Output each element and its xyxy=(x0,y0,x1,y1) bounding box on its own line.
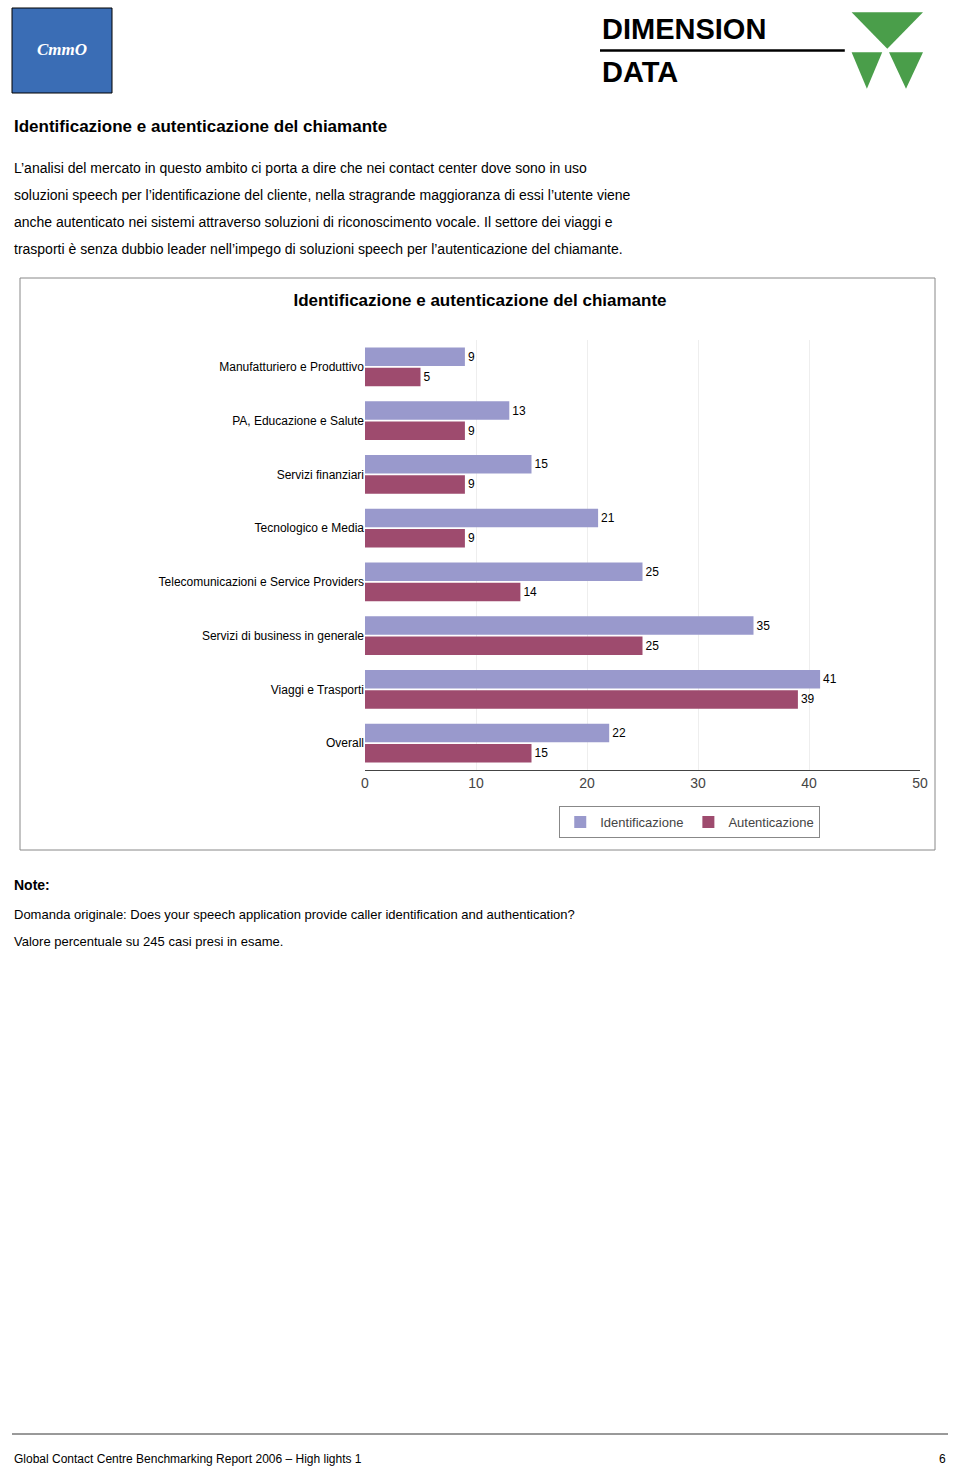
svg-text:25: 25 xyxy=(646,565,660,579)
svg-text:Viaggi e Trasporti: Viaggi e Trasporti xyxy=(271,683,364,697)
svg-text:Tecnologico e Media: Tecnologico e Media xyxy=(255,521,365,535)
svg-text:Telecomunicazioni e Service Pr: Telecomunicazioni e Service Providers xyxy=(159,575,364,589)
svg-text:DATA: DATA xyxy=(602,56,678,88)
svg-text:Manufatturiero e Produttivo: Manufatturiero e Produttivo xyxy=(219,360,364,374)
svg-text:9: 9 xyxy=(468,531,475,545)
svg-text:9: 9 xyxy=(468,477,475,491)
svg-text:Identificazione e autenticazio: Identificazione e autenticazione del chi… xyxy=(14,117,387,136)
svg-text:41: 41 xyxy=(823,672,837,686)
svg-text:Valore percentuale su 245 casi: Valore percentuale su 245 casi presi in … xyxy=(14,934,283,949)
svg-text:40: 40 xyxy=(801,775,817,791)
svg-text:22: 22 xyxy=(612,726,626,740)
svg-text:Identificazione: Identificazione xyxy=(600,815,683,830)
svg-text:anche autenticato nei sistemi: anche autenticato nei sistemi attraverso… xyxy=(14,214,613,230)
svg-text:39: 39 xyxy=(801,692,815,706)
svg-text:Servizi finanziari: Servizi finanziari xyxy=(277,468,364,482)
svg-text:30: 30 xyxy=(690,775,706,791)
svg-text:Identificazione e autenticazio: Identificazione e autenticazione del chi… xyxy=(293,291,666,310)
svg-text:6: 6 xyxy=(939,1452,946,1466)
svg-text:Overall: Overall xyxy=(326,736,364,750)
svg-text:0: 0 xyxy=(361,775,369,791)
svg-text:soluzioni speech per l’identif: soluzioni speech per l’identificazione d… xyxy=(14,187,631,203)
svg-text:15: 15 xyxy=(535,746,549,760)
svg-text:15: 15 xyxy=(535,457,549,471)
svg-text:35: 35 xyxy=(757,619,771,633)
svg-text:Servizi di business in general: Servizi di business in generale xyxy=(202,629,364,643)
svg-text:DIMENSION: DIMENSION xyxy=(602,13,766,45)
svg-text:9: 9 xyxy=(468,424,475,438)
svg-text:13: 13 xyxy=(512,404,526,418)
svg-text:CmmO: CmmO xyxy=(37,40,87,59)
svg-text:L’analisi del mercato in quest: L’analisi del mercato in questo ambito c… xyxy=(14,160,587,176)
svg-text:5: 5 xyxy=(424,370,431,384)
svg-text:Note:: Note: xyxy=(14,877,50,893)
svg-text:25: 25 xyxy=(646,639,660,653)
svg-text:20: 20 xyxy=(579,775,595,791)
svg-text:PA, Educazione e Salute: PA, Educazione e Salute xyxy=(232,414,364,428)
svg-text:10: 10 xyxy=(468,775,484,791)
svg-text:14: 14 xyxy=(523,585,537,599)
svg-text:21: 21 xyxy=(601,511,615,525)
svg-text:Autenticazione: Autenticazione xyxy=(728,815,813,830)
svg-text:50: 50 xyxy=(912,775,928,791)
svg-text:9: 9 xyxy=(468,350,475,364)
svg-text:Domanda originale: Does your s: Domanda originale: Does your speech appl… xyxy=(14,907,575,922)
svg-text:Global Contact Centre Benchmar: Global Contact Centre Benchmarking Repor… xyxy=(14,1452,362,1466)
svg-text:trasporti è senza dubbio leade: trasporti è senza dubbio leader nell’imp… xyxy=(14,241,623,257)
